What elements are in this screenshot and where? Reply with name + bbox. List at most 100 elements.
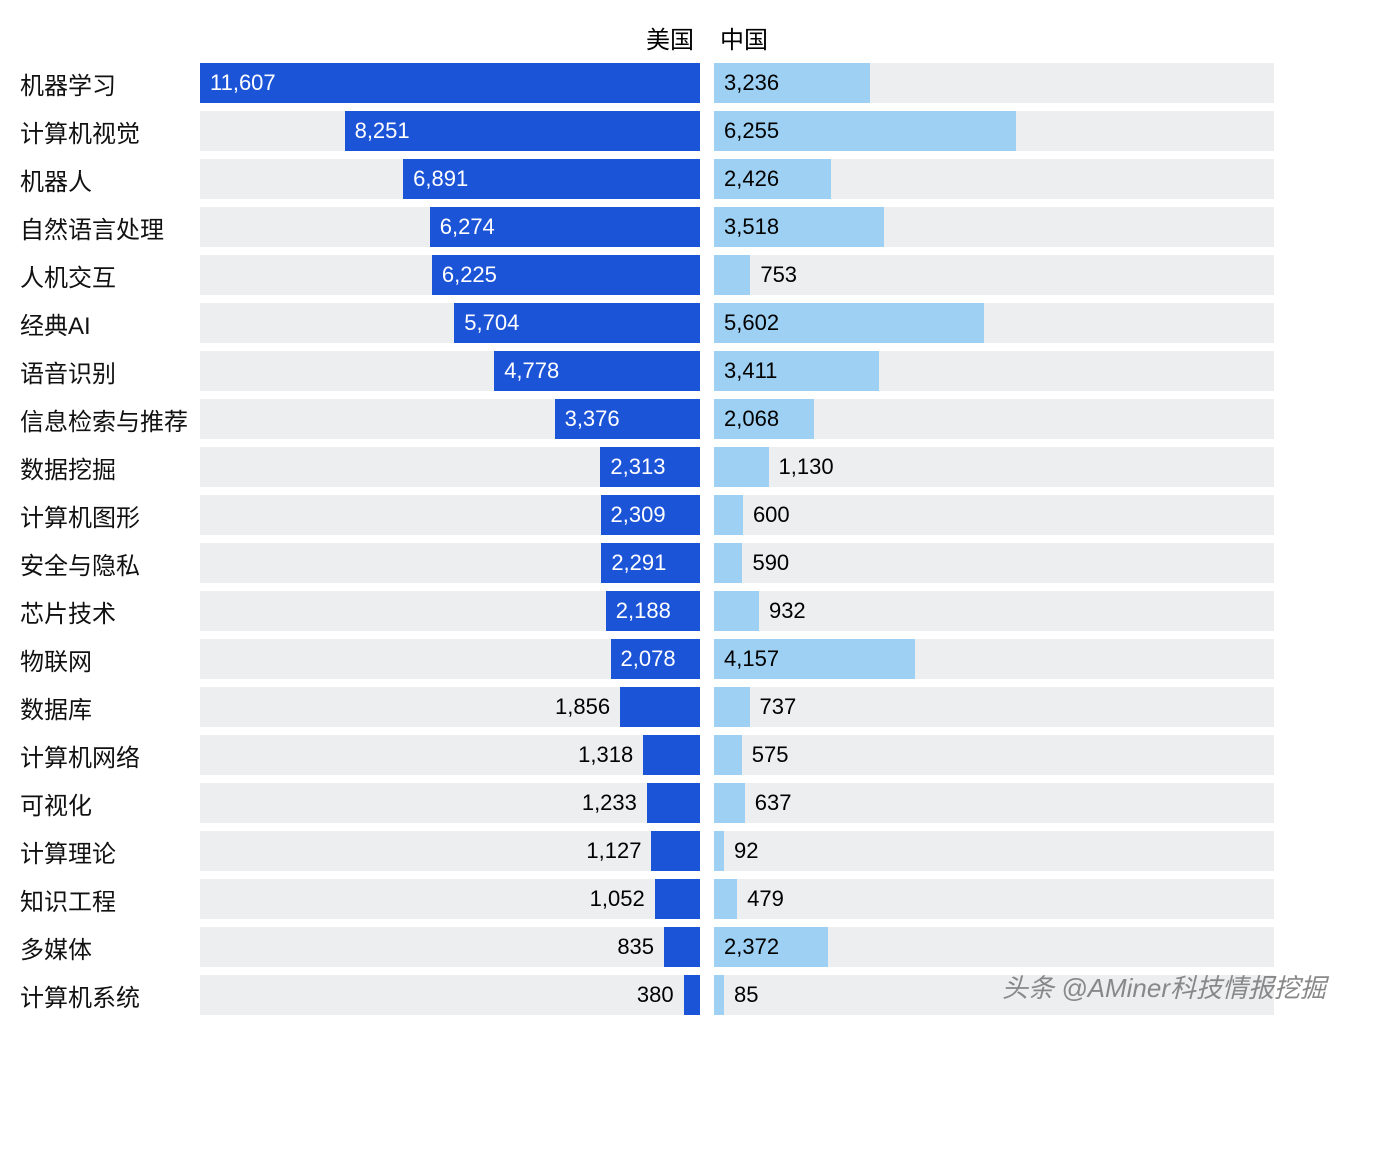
right-bar: 3,411 [714, 351, 879, 391]
category-label: 多媒体 [20, 930, 200, 965]
right-value: 737 [760, 696, 797, 718]
left-track: 8,251 [200, 111, 700, 151]
right-track: 590 [714, 543, 1274, 583]
left-track: 2,188 [200, 591, 700, 631]
left-value: 380 [637, 984, 674, 1006]
diverging-bar-chart: 美国 中国 机器学习11,6073,236计算机视觉8,2516,255机器人6… [20, 20, 1366, 1015]
category-label: 数据库 [20, 690, 200, 725]
left-bar [647, 783, 700, 823]
right-track: 5,602 [714, 303, 1274, 343]
category-label: 计算机视觉 [20, 114, 200, 149]
left-value: 2,291 [611, 552, 666, 574]
left-bar: 5,704 [454, 303, 700, 343]
right-value: 590 [752, 552, 789, 574]
chart-row: 芯片技术 2,188 932 [20, 591, 1366, 631]
right-value: 2,068 [724, 408, 779, 430]
right-column-header: 中国 [714, 20, 1274, 55]
left-track: 6,274 [200, 207, 700, 247]
right-track: 3,236 [714, 63, 1274, 103]
left-track: 835 [200, 927, 700, 967]
category-label: 可视化 [20, 786, 200, 821]
left-bar: 2,291 [601, 543, 700, 583]
right-bar: 2,068 [714, 399, 814, 439]
left-bar: 2,188 [606, 591, 700, 631]
right-bar: 4,157 [714, 639, 915, 679]
right-value: 3,236 [724, 72, 779, 94]
chart-row: 计算机网络 1,318 575 [20, 735, 1366, 775]
chart-row: 机器学习11,6073,236 [20, 63, 1366, 103]
chart-row: 机器人6,8912,426 [20, 159, 1366, 199]
category-label: 知识工程 [20, 882, 200, 917]
right-bar: 1,130 [714, 447, 769, 487]
right-track: 3,518 [714, 207, 1274, 247]
chart-row: 安全与隐私 2,291 590 [20, 543, 1366, 583]
right-track: 479 [714, 879, 1274, 919]
left-bar: 2,313 [600, 447, 700, 487]
chart-row: 计算机图形 2,309 600 [20, 495, 1366, 535]
right-value: 2,426 [724, 168, 779, 190]
right-track: 3,411 [714, 351, 1274, 391]
category-label: 安全与隐私 [20, 546, 200, 581]
left-track: 6,225 [200, 255, 700, 295]
left-value: 1,127 [586, 840, 641, 862]
right-bar: 637 [714, 783, 745, 823]
left-track: 6,891 [200, 159, 700, 199]
right-bar: 85 [714, 975, 724, 1015]
left-bar: 6,891 [403, 159, 700, 199]
left-track: 1,233 [200, 783, 700, 823]
right-value: 1,130 [779, 456, 834, 478]
left-value: 6,891 [413, 168, 468, 190]
right-value: 2,372 [724, 936, 779, 958]
left-value: 5,704 [464, 312, 519, 334]
right-track: 2,068 [714, 399, 1274, 439]
right-value: 932 [769, 600, 806, 622]
left-track: 2,309 [200, 495, 700, 535]
right-track: 2,372 [714, 927, 1274, 967]
left-bar [664, 927, 700, 967]
category-label: 语音识别 [20, 354, 200, 389]
left-track: 5,704 [200, 303, 700, 343]
header-row: 美国 中国 [20, 20, 1366, 55]
category-label: 计算机网络 [20, 738, 200, 773]
right-track: 6,255 [714, 111, 1274, 151]
left-value: 6,225 [442, 264, 497, 286]
left-track: 3,376 [200, 399, 700, 439]
left-value: 1,318 [578, 744, 633, 766]
category-label: 芯片技术 [20, 594, 200, 629]
chart-row: 经典AI 5,704 5,602 [20, 303, 1366, 343]
category-label: 物联网 [20, 642, 200, 677]
left-bar [651, 831, 700, 871]
right-track: 85 [714, 975, 1274, 1015]
left-value: 2,078 [621, 648, 676, 670]
category-label: 计算机图形 [20, 498, 200, 533]
right-track: 575 [714, 735, 1274, 775]
chart-row: 多媒体835 2,372 [20, 927, 1366, 967]
left-track: 1,856 [200, 687, 700, 727]
right-value: 5,602 [724, 312, 779, 334]
left-bar [620, 687, 700, 727]
left-bar: 6,225 [432, 255, 700, 295]
right-bar: 3,236 [714, 63, 870, 103]
left-value: 4,778 [504, 360, 559, 382]
category-label: 经典AI [20, 306, 200, 341]
left-bar: 2,309 [601, 495, 700, 535]
chart-row: 自然语言处理6,2743,518 [20, 207, 1366, 247]
right-bar: 479 [714, 879, 737, 919]
right-bar: 590 [714, 543, 742, 583]
right-track: 753 [714, 255, 1274, 295]
left-bar [643, 735, 700, 775]
left-track: 2,291 [200, 543, 700, 583]
chart-row: 可视化1,233 637 [20, 783, 1366, 823]
chart-row: 计算理论1,12792 [20, 831, 1366, 871]
left-bar: 4,778 [494, 351, 700, 391]
right-value: 6,255 [724, 120, 779, 142]
category-label: 信息检索与推荐 [20, 402, 200, 437]
left-value: 11,607 [210, 72, 276, 94]
right-bar: 2,426 [714, 159, 831, 199]
left-bar: 8,251 [345, 111, 700, 151]
right-bar: 2,372 [714, 927, 828, 967]
left-track: 11,607 [200, 63, 700, 103]
chart-row: 计算机视觉 8,251 6,255 [20, 111, 1366, 151]
right-track: 600 [714, 495, 1274, 535]
chart-row: 数据库1,856 737 [20, 687, 1366, 727]
